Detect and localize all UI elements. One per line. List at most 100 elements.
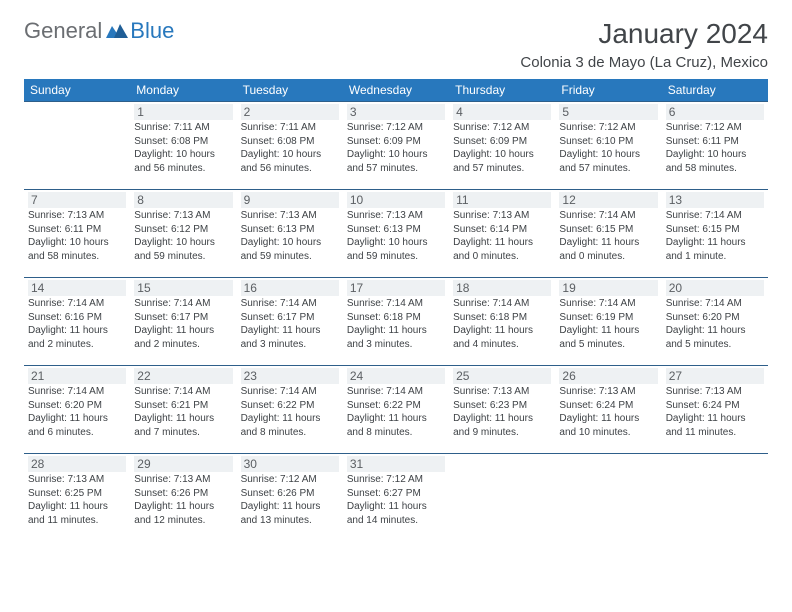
sunrise-text: Sunrise: 7:14 AM <box>559 209 657 223</box>
sunset-text: Sunset: 6:14 PM <box>453 223 551 237</box>
calendar-day-cell: 18Sunrise: 7:14 AMSunset: 6:18 PMDayligh… <box>449 278 555 366</box>
daylight-text: Daylight: 10 hours and 56 minutes. <box>241 148 339 175</box>
day-number: 28 <box>28 456 126 472</box>
calendar-day-cell: 14Sunrise: 7:14 AMSunset: 6:16 PMDayligh… <box>24 278 130 366</box>
calendar-day-cell: 3Sunrise: 7:12 AMSunset: 6:09 PMDaylight… <box>343 102 449 190</box>
day-number: 18 <box>453 280 551 296</box>
day-info: Sunrise: 7:13 AMSunset: 6:26 PMDaylight:… <box>134 473 232 527</box>
weekday-header-row: SundayMondayTuesdayWednesdayThursdayFrid… <box>24 79 768 102</box>
sunset-text: Sunset: 6:25 PM <box>28 487 126 501</box>
daylight-text: Daylight: 11 hours and 5 minutes. <box>559 324 657 351</box>
daylight-text: Daylight: 11 hours and 3 minutes. <box>241 324 339 351</box>
calendar-empty-cell <box>449 454 555 542</box>
sunrise-text: Sunrise: 7:12 AM <box>347 473 445 487</box>
daylight-text: Daylight: 11 hours and 0 minutes. <box>453 236 551 263</box>
sunset-text: Sunset: 6:27 PM <box>347 487 445 501</box>
sunset-text: Sunset: 6:11 PM <box>666 135 764 149</box>
sunrise-text: Sunrise: 7:14 AM <box>28 297 126 311</box>
sunrise-text: Sunrise: 7:14 AM <box>134 385 232 399</box>
sunrise-text: Sunrise: 7:11 AM <box>241 121 339 135</box>
daylight-text: Daylight: 10 hours and 58 minutes. <box>28 236 126 263</box>
daylight-text: Daylight: 11 hours and 8 minutes. <box>347 412 445 439</box>
day-number: 6 <box>666 104 764 120</box>
weekday-header: Tuesday <box>237 79 343 102</box>
sunrise-text: Sunrise: 7:12 AM <box>559 121 657 135</box>
sunset-text: Sunset: 6:15 PM <box>666 223 764 237</box>
day-number: 2 <box>241 104 339 120</box>
daylight-text: Daylight: 11 hours and 7 minutes. <box>134 412 232 439</box>
calendar-week-row: 7Sunrise: 7:13 AMSunset: 6:11 PMDaylight… <box>24 190 768 278</box>
day-number: 30 <box>241 456 339 472</box>
daylight-text: Daylight: 10 hours and 59 minutes. <box>241 236 339 263</box>
sunrise-text: Sunrise: 7:13 AM <box>28 473 126 487</box>
daylight-text: Daylight: 10 hours and 57 minutes. <box>347 148 445 175</box>
sunrise-text: Sunrise: 7:14 AM <box>28 385 126 399</box>
daylight-text: Daylight: 11 hours and 12 minutes. <box>134 500 232 527</box>
sunset-text: Sunset: 6:13 PM <box>241 223 339 237</box>
sunrise-text: Sunrise: 7:14 AM <box>347 297 445 311</box>
daylight-text: Daylight: 11 hours and 11 minutes. <box>666 412 764 439</box>
calendar-body: 1Sunrise: 7:11 AMSunset: 6:08 PMDaylight… <box>24 102 768 542</box>
calendar-day-cell: 31Sunrise: 7:12 AMSunset: 6:27 PMDayligh… <box>343 454 449 542</box>
day-info: Sunrise: 7:11 AMSunset: 6:08 PMDaylight:… <box>134 121 232 175</box>
sunset-text: Sunset: 6:22 PM <box>241 399 339 413</box>
sunrise-text: Sunrise: 7:13 AM <box>241 209 339 223</box>
calendar-week-row: 1Sunrise: 7:11 AMSunset: 6:08 PMDaylight… <box>24 102 768 190</box>
daylight-text: Daylight: 10 hours and 56 minutes. <box>134 148 232 175</box>
day-number: 8 <box>134 192 232 208</box>
sunrise-text: Sunrise: 7:11 AM <box>134 121 232 135</box>
daylight-text: Daylight: 11 hours and 13 minutes. <box>241 500 339 527</box>
day-info: Sunrise: 7:13 AMSunset: 6:11 PMDaylight:… <box>28 209 126 263</box>
page-header: General Blue January 2024 Colonia 3 de M… <box>24 18 768 71</box>
daylight-text: Daylight: 11 hours and 14 minutes. <box>347 500 445 527</box>
sunset-text: Sunset: 6:12 PM <box>134 223 232 237</box>
logo-triangle-icon <box>106 20 128 43</box>
sunset-text: Sunset: 6:13 PM <box>347 223 445 237</box>
day-number: 22 <box>134 368 232 384</box>
calendar-day-cell: 23Sunrise: 7:14 AMSunset: 6:22 PMDayligh… <box>237 366 343 454</box>
weekday-header: Wednesday <box>343 79 449 102</box>
title-block: January 2024 Colonia 3 de Mayo (La Cruz)… <box>520 18 768 71</box>
day-number: 26 <box>559 368 657 384</box>
day-info: Sunrise: 7:14 AMSunset: 6:19 PMDaylight:… <box>559 297 657 351</box>
weekday-header: Monday <box>130 79 236 102</box>
day-info: Sunrise: 7:13 AMSunset: 6:13 PMDaylight:… <box>241 209 339 263</box>
sunrise-text: Sunrise: 7:13 AM <box>559 385 657 399</box>
sunrise-text: Sunrise: 7:13 AM <box>28 209 126 223</box>
daylight-text: Daylight: 11 hours and 10 minutes. <box>559 412 657 439</box>
calendar-day-cell: 9Sunrise: 7:13 AMSunset: 6:13 PMDaylight… <box>237 190 343 278</box>
calendar-empty-cell <box>555 454 661 542</box>
daylight-text: Daylight: 11 hours and 0 minutes. <box>559 236 657 263</box>
daylight-text: Daylight: 11 hours and 5 minutes. <box>666 324 764 351</box>
day-number: 17 <box>347 280 445 296</box>
daylight-text: Daylight: 10 hours and 59 minutes. <box>347 236 445 263</box>
calendar-day-cell: 11Sunrise: 7:13 AMSunset: 6:14 PMDayligh… <box>449 190 555 278</box>
calendar-day-cell: 29Sunrise: 7:13 AMSunset: 6:26 PMDayligh… <box>130 454 236 542</box>
calendar-day-cell: 22Sunrise: 7:14 AMSunset: 6:21 PMDayligh… <box>130 366 236 454</box>
daylight-text: Daylight: 11 hours and 6 minutes. <box>28 412 126 439</box>
day-info: Sunrise: 7:12 AMSunset: 6:10 PMDaylight:… <box>559 121 657 175</box>
sunset-text: Sunset: 6:15 PM <box>559 223 657 237</box>
daylight-text: Daylight: 11 hours and 8 minutes. <box>241 412 339 439</box>
logo-text-general: General <box>24 18 102 44</box>
weekday-header: Saturday <box>662 79 768 102</box>
calendar-week-row: 21Sunrise: 7:14 AMSunset: 6:20 PMDayligh… <box>24 366 768 454</box>
day-info: Sunrise: 7:13 AMSunset: 6:12 PMDaylight:… <box>134 209 232 263</box>
day-info: Sunrise: 7:14 AMSunset: 6:22 PMDaylight:… <box>241 385 339 439</box>
calendar-day-cell: 1Sunrise: 7:11 AMSunset: 6:08 PMDaylight… <box>130 102 236 190</box>
day-number: 13 <box>666 192 764 208</box>
day-number: 7 <box>28 192 126 208</box>
sunrise-text: Sunrise: 7:14 AM <box>666 297 764 311</box>
calendar-day-cell: 25Sunrise: 7:13 AMSunset: 6:23 PMDayligh… <box>449 366 555 454</box>
day-info: Sunrise: 7:13 AMSunset: 6:24 PMDaylight:… <box>559 385 657 439</box>
location-subtitle: Colonia 3 de Mayo (La Cruz), Mexico <box>520 54 768 71</box>
day-info: Sunrise: 7:12 AMSunset: 6:09 PMDaylight:… <box>453 121 551 175</box>
sunrise-text: Sunrise: 7:12 AM <box>666 121 764 135</box>
day-number: 15 <box>134 280 232 296</box>
day-number: 20 <box>666 280 764 296</box>
calendar-day-cell: 10Sunrise: 7:13 AMSunset: 6:13 PMDayligh… <box>343 190 449 278</box>
daylight-text: Daylight: 11 hours and 2 minutes. <box>28 324 126 351</box>
sunset-text: Sunset: 6:11 PM <box>28 223 126 237</box>
calendar-day-cell: 5Sunrise: 7:12 AMSunset: 6:10 PMDaylight… <box>555 102 661 190</box>
sunset-text: Sunset: 6:10 PM <box>559 135 657 149</box>
